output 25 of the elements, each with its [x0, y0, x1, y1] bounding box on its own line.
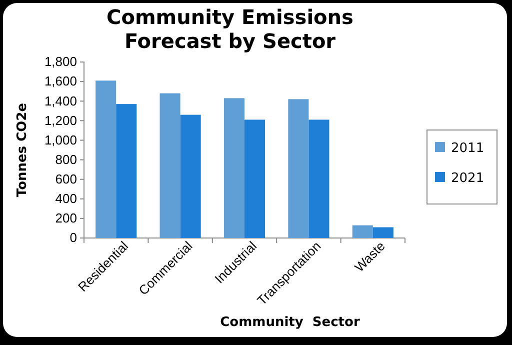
bar [116, 104, 137, 238]
x-axis-title: Community Sector [220, 315, 360, 330]
y-tick-label: 600 [55, 171, 77, 186]
y-tick-label: 400 [55, 191, 77, 206]
legend-label: 2011 [451, 141, 484, 156]
y-tick-label: 1,600 [44, 74, 77, 89]
bar [308, 120, 330, 238]
bar [180, 114, 201, 238]
y-axis-title: Tonnes CO2e [15, 102, 30, 198]
y-tick-label: 800 [55, 152, 77, 167]
y-tick-label: 1,000 [44, 132, 77, 148]
y-tick-label: 200 [55, 210, 77, 226]
bar [244, 120, 266, 238]
chart-title: Community Emissions Forecast by Sector [106, 5, 354, 53]
legend-label: 2021 [451, 171, 484, 186]
y-tick-label: 1,800 [44, 54, 77, 70]
bar [352, 225, 373, 238]
y-tick-label: 0 [70, 230, 77, 246]
bar [224, 98, 244, 238]
y-tick-label: 1,400 [44, 93, 77, 108]
bar [288, 99, 309, 238]
y-tick-label: 1,200 [44, 112, 77, 128]
bar [96, 80, 116, 238]
bar [372, 227, 394, 238]
bar [160, 93, 180, 238]
